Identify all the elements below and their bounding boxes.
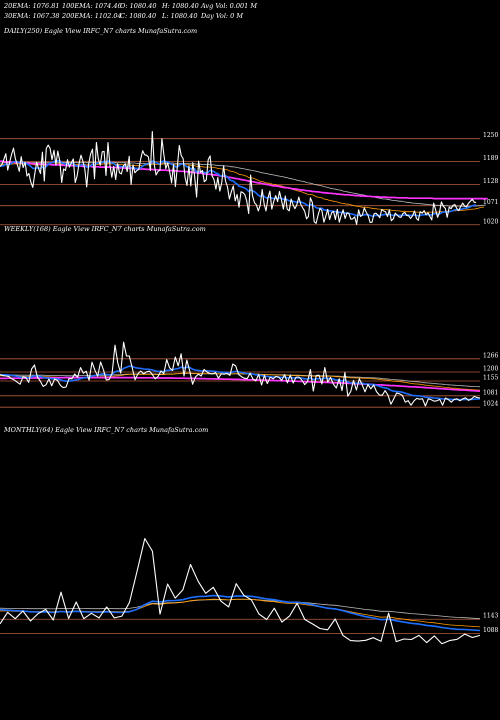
high-readout: H: 1080.40 — [162, 2, 199, 10]
weekly-chart-title: WEEKLY(168) Eagle View IRFC_N7 charts Mu… — [4, 225, 206, 233]
indicator-header: 20EMA: 1076.81 30EMA: 1067.38 100EMA: 10… — [0, 0, 500, 22]
monthly-y-tick-label: 1088 — [483, 627, 498, 634]
ema100-readout: 100EMA: 1074.46 — [62, 2, 122, 10]
daily-y-tick-label: 1250 — [483, 132, 498, 139]
daily-y-tick-label: 1071 — [483, 199, 498, 206]
weekly-price-line — [0, 341, 481, 407]
daily-ema-magenta-line — [0, 160, 488, 200]
ema30-readout: 30EMA: 1067.38 — [4, 12, 60, 20]
monthly-price-line — [0, 537, 481, 645]
low-readout: L: 1080.40 — [162, 12, 198, 20]
ema20-readout: 20EMA: 1076.81 — [4, 2, 60, 10]
avg-volume-readout: Avg Vol: 0.001 M — [201, 2, 258, 10]
monthly-y-tick-label: 1143 — [483, 613, 498, 620]
daily-ema-grey-line — [0, 161, 486, 207]
weekly-y-tick-label: 1024 — [483, 401, 498, 408]
ema200-readout: 200EMA: 1102.04 — [62, 12, 122, 20]
daily-y-tick-label: 1128 — [483, 178, 498, 185]
weekly-chart: 1266 1200 1155 1081 1024 — [0, 341, 498, 408]
weekly-y-tick-label: 1081 — [483, 389, 498, 396]
monthly-ema-grey-line — [0, 598, 481, 620]
daily-chart: 1250 1189 1128 1071 1020 — [0, 131, 498, 225]
day-volume-readout: Day Vol: 0 M — [201, 12, 244, 20]
daily-chart-title: DAILY(250) Eagle View IRFC_N7 charts Mun… — [4, 27, 198, 35]
daily-ema-orange-line — [0, 163, 484, 213]
monthly-chart-title: MONTHLY(64) Eagle View IRFC_N7 charts Mu… — [4, 426, 209, 434]
weekly-y-tick-label: 1155 — [483, 375, 498, 382]
daily-y-tick-label: 1020 — [483, 218, 498, 225]
weekly-ema-blue-line — [0, 365, 480, 401]
daily-y-tick-label: 1189 — [483, 155, 498, 162]
daily-price-line — [0, 131, 477, 225]
weekly-y-tick-label: 1200 — [483, 366, 498, 373]
close-readout: C: 1080.40 — [120, 12, 157, 20]
daily-ema-blue-line — [0, 160, 477, 217]
monthly-chart: 1143 1088 — [0, 537, 498, 645]
weekly-y-tick-label: 1266 — [483, 352, 498, 359]
open-readout: O: 1080.40 — [120, 2, 157, 10]
weekly-ema-magenta-line — [0, 376, 481, 393]
